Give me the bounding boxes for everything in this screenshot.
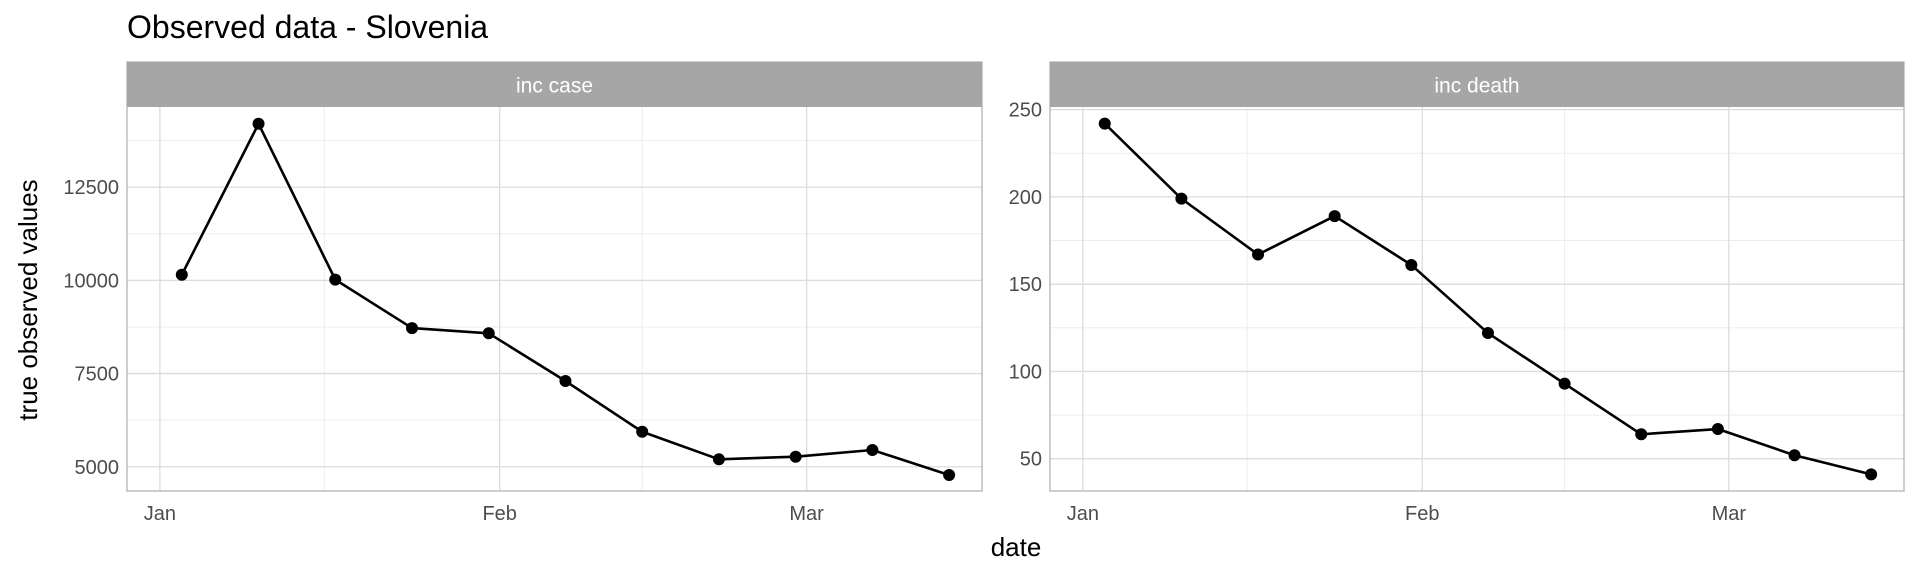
strip-background (127, 62, 982, 107)
y-tick-label: 7500 (75, 364, 120, 386)
panel-grid (1050, 107, 1904, 491)
series-inc-death (1098, 117, 1878, 481)
y-tick-label: 5000 (75, 457, 120, 479)
data-point (1175, 192, 1188, 205)
x-tick-labels: Jan Feb Mar (144, 503, 824, 525)
y-axis-title: true observed values (13, 179, 43, 420)
data-point (866, 443, 879, 456)
data-point (406, 322, 418, 335)
data-point (1252, 248, 1265, 261)
strip-label-inc-death: inc death (1434, 75, 1519, 98)
series-line (180, 122, 950, 477)
x-tick-label: Jan (144, 503, 176, 525)
y-tick-label: 10000 (63, 270, 119, 292)
data-point (1328, 210, 1341, 223)
data-point (252, 117, 265, 130)
panel-inc-case: inc case 5000 7500 10000 12500 Jan Feb Mar (63, 61, 983, 525)
data-point (712, 453, 725, 466)
strip-background (1050, 62, 1904, 107)
panel-border (1049, 61, 1905, 492)
series-inc-case (175, 117, 956, 481)
y-tick-labels: 5000 7500 10000 12500 (63, 177, 119, 479)
data-point (559, 375, 572, 388)
y-tick-label: 50 (1020, 449, 1042, 471)
data-point (482, 327, 495, 340)
data-point (789, 450, 802, 463)
x-axis-title: date (991, 532, 1042, 562)
panel-grid (127, 107, 982, 491)
series-line (1103, 122, 1872, 476)
data-point (1788, 449, 1801, 462)
data-point (1481, 327, 1494, 340)
x-tick-label: Feb (1405, 503, 1439, 525)
chart-title: Observed data - Slovenia (127, 9, 488, 45)
data-point (175, 268, 188, 281)
x-tick-label: Mar (789, 503, 824, 525)
y-tick-label: 150 (1009, 274, 1042, 296)
y-tick-label: 250 (1009, 100, 1042, 122)
data-point (1635, 428, 1648, 441)
strip-label-inc-case: inc case (516, 75, 593, 98)
x-tick-label: Mar (1712, 503, 1747, 525)
data-point (329, 273, 342, 286)
data-point (1711, 423, 1724, 436)
data-point (1865, 468, 1878, 481)
data-point (636, 425, 649, 438)
y-tick-label: 12500 (63, 177, 119, 199)
x-tick-label: Feb (482, 503, 516, 525)
x-tick-label: Jan (1067, 503, 1099, 525)
y-tick-label: 200 (1009, 187, 1042, 209)
data-point (1098, 117, 1111, 130)
y-tick-label: 100 (1009, 361, 1042, 383)
panel-inc-death: inc death 50 100 150 200 250 Jan Feb Mar (1009, 61, 1905, 525)
data-point (943, 468, 956, 481)
data-point (1405, 258, 1418, 271)
data-point (1558, 377, 1571, 390)
x-tick-labels: Jan Feb Mar (1067, 503, 1747, 525)
y-tick-labels: 50 100 150 200 250 (1009, 100, 1042, 471)
